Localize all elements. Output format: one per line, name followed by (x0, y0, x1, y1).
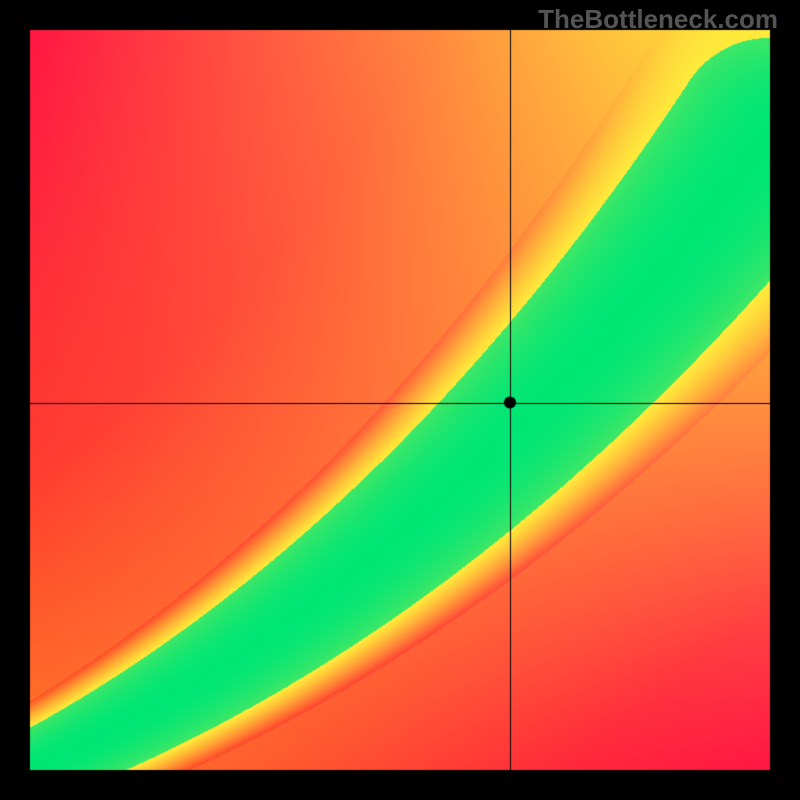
chart-container: { "meta": { "width": 800, "height": 800,… (0, 0, 800, 800)
bottleneck-heatmap (0, 0, 800, 800)
watermark-text: TheBottleneck.com (538, 4, 778, 35)
